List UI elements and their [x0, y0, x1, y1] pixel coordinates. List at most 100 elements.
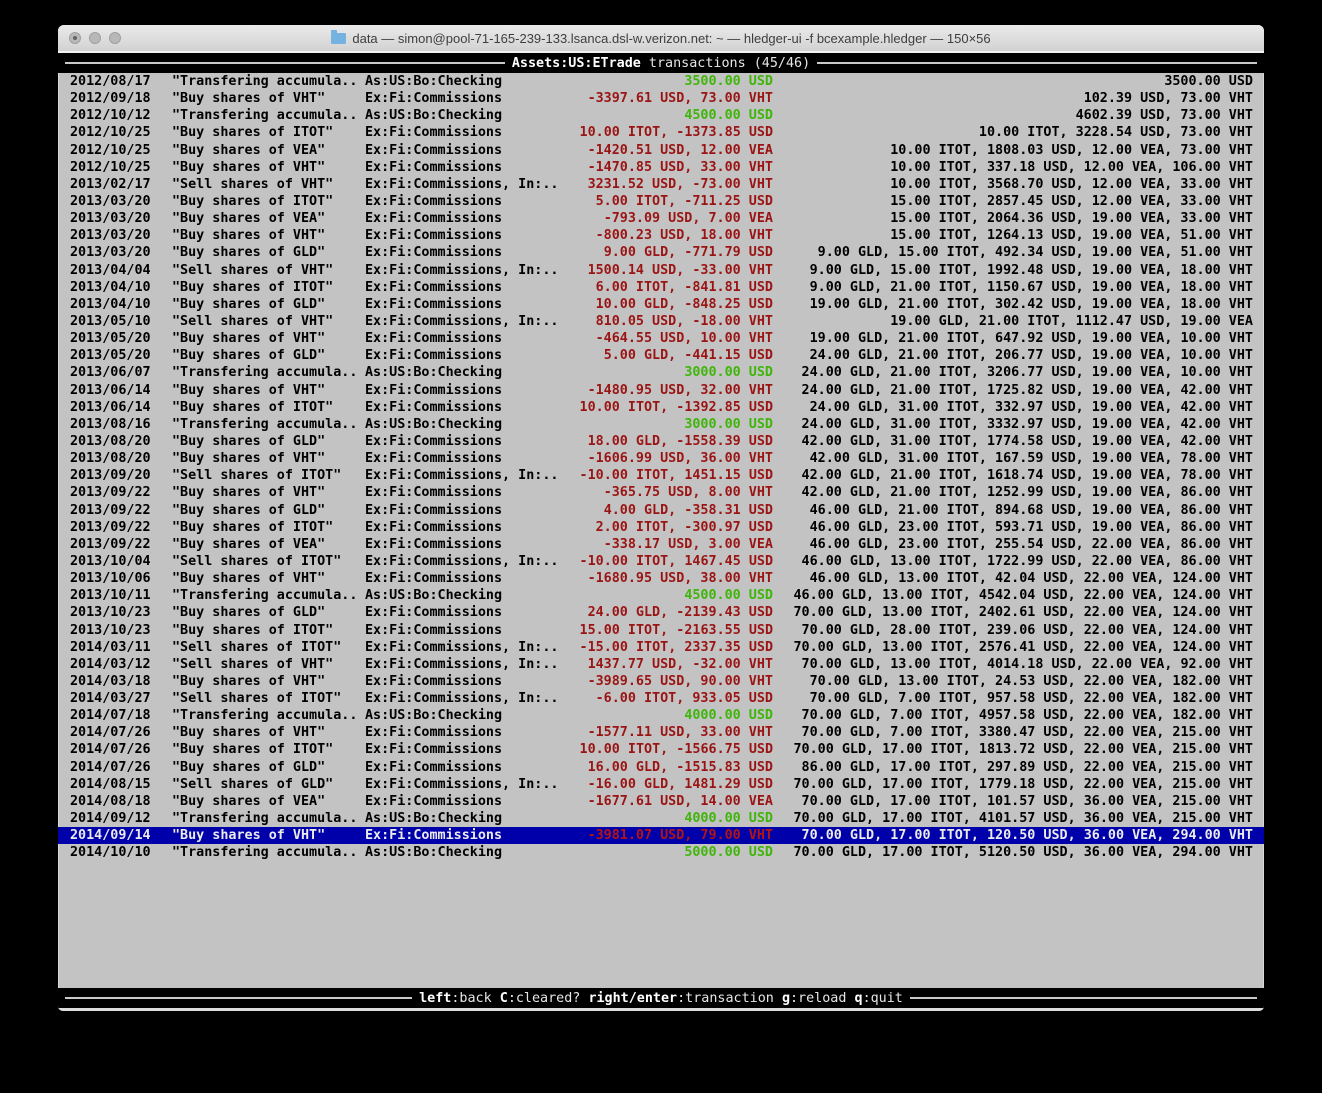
transaction-row[interactable]: 2013/04/10 "Buy shares of GLD" Ex:Fi:Commi… [58, 296, 1264, 313]
transaction-date: 2014/07/26 [70, 759, 151, 775]
transaction-row[interactable]: 2013/09/22 "Buy shares of VHT" Ex:Fi:Commi… [58, 484, 1264, 501]
transaction-balance: 70.00 GLD, 17.00 ITOT, 4101.57 USD, 36.0… [793, 811, 1253, 827]
key-hint-key: C [499, 990, 508, 1006]
key-hint-label: :reload [790, 990, 847, 1006]
transaction-row[interactable]: 2014/09/14 "Buy shares of VHT" Ex:Fi:Commi… [58, 827, 1264, 845]
transaction-row[interactable]: 2014/07/26 "Buy shares of GLD" Ex:Fi:Commi… [58, 759, 1264, 776]
transaction-balance: 70.00 GLD, 7.00 ITOT, 957.58 USD, 22.00 … [809, 691, 1253, 707]
transaction-accounts: Ex:Fi:Commissions [365, 125, 503, 141]
window-title-text: data — simon@pool-71-165-239-133.lsanca.… [352, 30, 991, 46]
transaction-balance: 24.00 GLD, 31.00 ITOT, 3332.97 USD, 19.0… [801, 416, 1253, 432]
transaction-balance: 70.00 GLD, 13.00 ITOT, 24.53 USD, 22.00 … [809, 673, 1253, 689]
transaction-date: 2012/10/12 [70, 108, 151, 124]
transaction-row[interactable]: 2013/03/20 "Buy shares of ITOT" Ex:Fi:Comm… [58, 193, 1264, 210]
transaction-row[interactable]: 2012/09/18 "Buy shares of VHT" Ex:Fi:Commi… [58, 90, 1264, 107]
transaction-row[interactable]: 2013/05/10 "Sell shares of VHT" Ex:Fi:Comm… [58, 313, 1264, 330]
transaction-balance: 15.00 ITOT, 2064.36 USD, 19.00 VEA, 33.0… [890, 211, 1253, 227]
transaction-row[interactable]: 2013/05/20 "Buy shares of GLD" Ex:Fi:Commi… [58, 347, 1264, 364]
transaction-row[interactable]: 2013/10/06 "Buy shares of VHT" Ex:Fi:Commi… [58, 570, 1264, 587]
transaction-description: "Buy shares of GLD" [172, 759, 326, 775]
transaction-row[interactable]: 2013/03/20 "Buy shares of GLD" Ex:Fi:Commi… [58, 244, 1264, 261]
transaction-row[interactable]: 2013/09/22 "Buy shares of ITOT" Ex:Fi:Comm… [58, 519, 1264, 536]
transaction-row[interactable]: 2012/10/12 "Transfering accumula.. As:US:B… [58, 107, 1264, 124]
transaction-accounts: Ex:Fi:Commissions [365, 399, 503, 415]
transaction-row[interactable]: 2013/05/20 "Buy shares of VHT" Ex:Fi:Commi… [58, 330, 1264, 347]
transaction-balance: 46.00 GLD, 21.00 ITOT, 894.68 USD, 19.00… [809, 502, 1253, 518]
transaction-change: 1500.14 USD, -33.00 VHT [587, 262, 773, 278]
transaction-date: 2013/09/20 [70, 468, 151, 484]
transaction-row[interactable]: 2014/03/12 "Sell shares of VHT" Ex:Fi:Comm… [58, 656, 1264, 673]
transaction-description: "Buy shares of GLD" [172, 245, 326, 261]
transaction-change: 3000.00 USD [684, 365, 773, 381]
transaction-accounts: As:US:Bo:Checking [365, 365, 503, 381]
transaction-balance: 10.00 ITOT, 3228.54 USD, 73.00 VHT [978, 125, 1253, 141]
transaction-row[interactable]: 2013/10/23 "Buy shares of ITOT" Ex:Fi:Comm… [58, 622, 1264, 639]
transaction-accounts: Ex:Fi:Commissions [365, 382, 503, 398]
transaction-row[interactable]: 2013/08/20 "Buy shares of GLD" Ex:Fi:Commi… [58, 433, 1264, 450]
transaction-balance: 46.00 GLD, 23.00 ITOT, 593.71 USD, 19.00… [809, 519, 1253, 535]
transaction-accounts: Ex:Fi:Commissions [365, 605, 503, 621]
transaction-row[interactable]: 2013/10/23 "Buy shares of GLD" Ex:Fi:Commi… [58, 604, 1264, 621]
transaction-row[interactable]: 2013/03/20 "Buy shares of VEA" Ex:Fi:Commi… [58, 210, 1264, 227]
key-hints: left:back C:cleared? right/enter:transac… [419, 991, 903, 1006]
transaction-row[interactable]: 2013/10/11 "Transfering accumula.. As:US:B… [58, 587, 1264, 604]
zoom-button[interactable] [109, 32, 121, 44]
transaction-row[interactable]: 2012/08/17 "Transfering accumula.. As:US:B… [58, 73, 1264, 90]
header-rule-right [817, 62, 1257, 64]
transaction-description: "Buy shares of VHT" [172, 571, 326, 587]
transaction-row[interactable]: 2013/09/22 "Buy shares of GLD" Ex:Fi:Commi… [58, 502, 1264, 519]
transaction-balance: 24.00 GLD, 21.00 ITOT, 3206.77 USD, 19.0… [801, 365, 1253, 381]
transaction-row[interactable]: 2014/10/10 "Transfering accumula.. As:US:B… [58, 844, 1264, 861]
transaction-row[interactable]: 2013/03/20 "Buy shares of VHT" Ex:Fi:Commi… [58, 227, 1264, 244]
transaction-change: 4000.00 USD [684, 811, 773, 827]
transaction-row[interactable]: 2013/09/22 "Buy shares of VEA" Ex:Fi:Commi… [58, 536, 1264, 553]
transaction-accounts: Ex:Fi:Commissions [365, 742, 503, 758]
transaction-description: "Transfering accumula.. [172, 365, 358, 381]
transaction-balance: 42.00 GLD, 21.00 ITOT, 1618.74 USD, 19.0… [801, 468, 1253, 484]
transaction-row[interactable]: 2014/07/26 "Buy shares of VHT" Ex:Fi:Commi… [58, 724, 1264, 741]
transaction-row[interactable]: 2012/10/25 "Buy shares of ITOT" Ex:Fi:Comm… [58, 124, 1264, 141]
transaction-change: -3397.61 USD, 73.00 VHT [587, 91, 773, 107]
transaction-date: 2013/10/04 [70, 553, 151, 569]
transaction-accounts: Ex:Fi:Commissions [365, 348, 503, 364]
transaction-row[interactable]: 2014/03/18 "Buy shares of VHT" Ex:Fi:Commi… [58, 673, 1264, 690]
transaction-row[interactable]: 2012/10/25 "Buy shares of VHT" Ex:Fi:Commi… [58, 159, 1264, 176]
transaction-date: 2012/10/25 [70, 159, 151, 175]
transaction-change: -1480.95 USD, 32.00 VHT [587, 382, 773, 398]
transaction-balance: 70.00 GLD, 13.00 ITOT, 2402.61 USD, 22.0… [793, 605, 1253, 621]
transaction-date: 2013/09/22 [70, 519, 151, 535]
transaction-row[interactable]: 2014/08/15 "Sell shares of GLD" Ex:Fi:Comm… [58, 776, 1264, 793]
transaction-row[interactable]: 2014/07/18 "Transfering accumula.. As:US:B… [58, 707, 1264, 724]
transaction-date: 2012/09/18 [70, 91, 151, 107]
transaction-row[interactable]: 2014/03/27 "Sell shares of ITOT" Ex:Fi:Com… [58, 690, 1264, 707]
transaction-balance: 19.00 GLD, 21.00 ITOT, 647.92 USD, 19.00… [809, 331, 1253, 347]
close-button[interactable] [69, 32, 81, 44]
transaction-row[interactable]: 2014/03/11 "Sell shares of ITOT" Ex:Fi:Com… [58, 639, 1264, 656]
transaction-row[interactable]: 2013/06/14 "Buy shares of VHT" Ex:Fi:Commi… [58, 382, 1264, 399]
transaction-accounts: Ex:Fi:Commissions [365, 571, 503, 587]
minimize-button[interactable] [89, 32, 101, 44]
transaction-row[interactable]: 2014/09/12 "Transfering accumula.. As:US:B… [58, 810, 1264, 827]
transaction-change: 3500.00 USD [684, 74, 773, 89]
transaction-change: 16.00 GLD, -1515.83 USD [587, 759, 773, 775]
transaction-row[interactable]: 2013/04/04 "Sell shares of VHT" Ex:Fi:Comm… [58, 262, 1264, 279]
transaction-row[interactable]: 2012/10/25 "Buy shares of VEA" Ex:Fi:Commi… [58, 142, 1264, 159]
transaction-row[interactable]: 2013/08/20 "Buy shares of VHT" Ex:Fi:Commi… [58, 450, 1264, 467]
transaction-row[interactable]: 2013/04/10 "Buy shares of ITOT" Ex:Fi:Comm… [58, 279, 1264, 296]
transaction-row[interactable]: 2013/06/14 "Buy shares of ITOT" Ex:Fi:Comm… [58, 399, 1264, 416]
transaction-row[interactable]: 2013/08/16 "Transfering accumula.. As:US:B… [58, 416, 1264, 433]
transaction-accounts: Ex:Fi:Commissions [365, 451, 503, 467]
transaction-row[interactable]: 2013/10/04 "Sell shares of ITOT" Ex:Fi:Com… [58, 553, 1264, 570]
transaction-accounts: Ex:Fi:Commissions [365, 193, 503, 209]
transaction-row[interactable]: 2014/08/18 "Buy shares of VEA" Ex:Fi:Commi… [58, 793, 1264, 810]
transaction-date: 2012/10/25 [70, 125, 151, 141]
transaction-row[interactable]: 2013/02/17 "Sell shares of VHT" Ex:Fi:Comm… [58, 176, 1264, 193]
transaction-date: 2013/10/23 [70, 605, 151, 621]
transaction-date: 2014/07/26 [70, 742, 151, 758]
transaction-accounts: Ex:Fi:Commissions, In:.. [365, 176, 559, 192]
transaction-row[interactable]: 2013/06/07 "Transfering accumula.. As:US:B… [58, 364, 1264, 381]
transaction-row[interactable]: 2014/07/26 "Buy shares of ITOT" Ex:Fi:Comm… [58, 741, 1264, 758]
transaction-description: "Buy shares of VHT" [172, 451, 326, 467]
transaction-description: "Buy shares of ITOT" [172, 519, 334, 535]
transaction-row[interactable]: 2013/09/20 "Sell shares of ITOT" Ex:Fi:Com… [58, 467, 1264, 484]
